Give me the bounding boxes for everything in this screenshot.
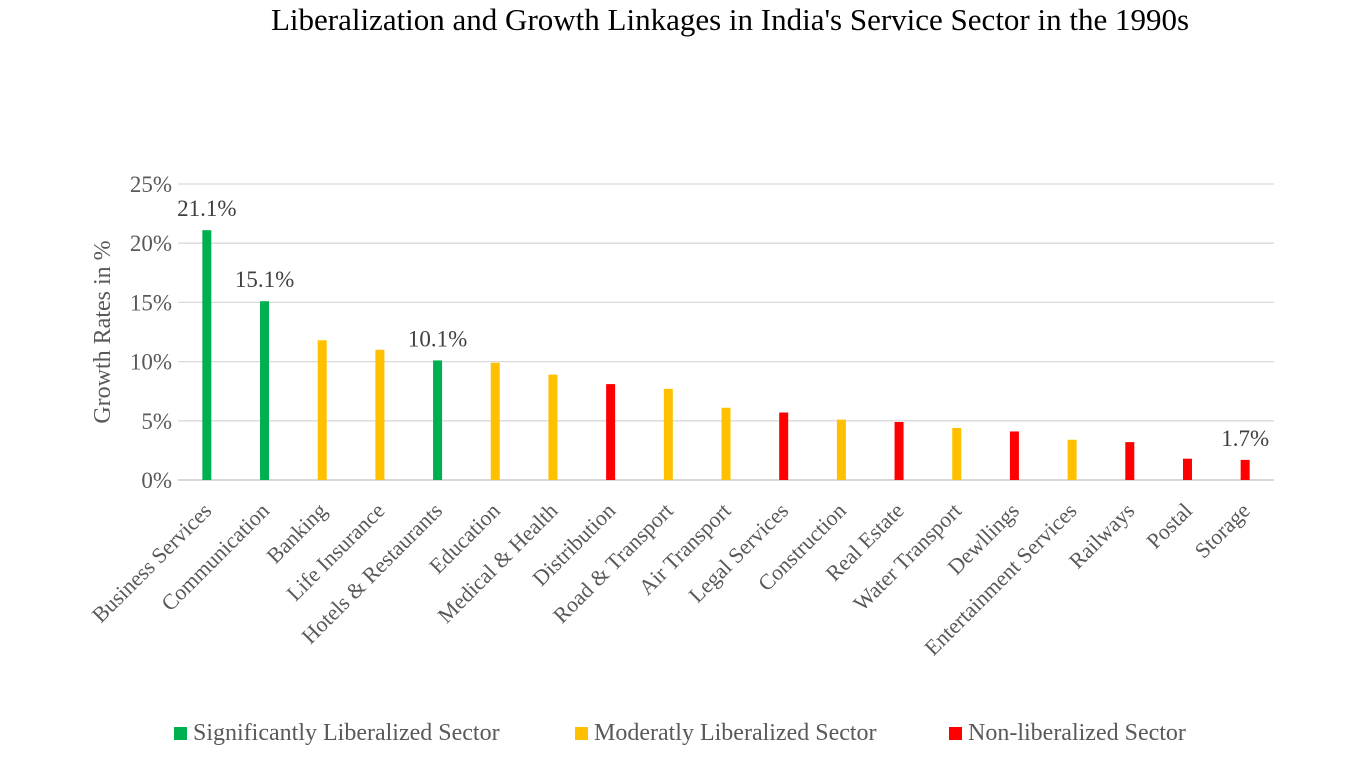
data-label: 21.1% xyxy=(177,196,236,221)
bar xyxy=(1067,439,1077,480)
bar xyxy=(894,421,904,480)
legend-item-significant: Significantly Liberalized Sector xyxy=(174,720,500,747)
data-label: 15.1% xyxy=(235,267,294,292)
data-label: 1.7% xyxy=(1221,426,1269,451)
data-labels: 21.1% 15.1% 10.1% 1.7% xyxy=(177,196,1269,451)
bar xyxy=(1240,459,1250,480)
bar xyxy=(1182,458,1192,480)
legend-item-nonliberalized: Non-liberalized Sector xyxy=(949,720,1186,747)
bars xyxy=(202,230,1250,480)
bar xyxy=(1125,442,1135,480)
bar xyxy=(779,412,789,480)
bar xyxy=(317,340,327,480)
y-tick-label: 0% xyxy=(141,468,172,493)
x-category-label: Storage xyxy=(1189,498,1254,563)
y-axis-label: Growth Rates in % xyxy=(90,240,116,423)
x-category-label: Legal Services xyxy=(684,498,794,608)
y-tick-label: 10% xyxy=(130,350,172,375)
y-axis-ticks: 0% 5% 10% 15% 20% 25% xyxy=(130,172,172,493)
legend-label-moderate: Moderatly Liberalized Sector xyxy=(594,720,877,746)
bar xyxy=(375,349,385,480)
bar xyxy=(490,362,500,480)
legend-swatch-moderate xyxy=(575,727,588,740)
bar xyxy=(952,427,962,480)
bar xyxy=(836,419,846,480)
bar xyxy=(260,301,270,480)
chart-plot: 0% 5% 10% 15% 20% 25% 21.1% 15.1% 10.1% 1.7% Bus… xyxy=(87,172,1274,660)
bar xyxy=(202,230,212,480)
y-tick-label: 5% xyxy=(141,409,172,434)
bar xyxy=(433,360,443,480)
x-axis-categories: Business ServicesCommunicationBankingLif… xyxy=(87,498,1255,660)
y-tick-label: 25% xyxy=(130,172,172,197)
legend-swatch-nonliberalized xyxy=(949,727,962,740)
bar xyxy=(721,407,731,480)
legend-item-moderate: Moderatly Liberalized Sector xyxy=(575,720,877,747)
legend-swatch-significant xyxy=(174,727,187,740)
bar xyxy=(548,374,558,480)
legend-label-nonliberalized: Non-liberalized Sector xyxy=(968,720,1186,746)
y-tick-label: 20% xyxy=(130,231,172,256)
legend-label-significant: Significantly Liberalized Sector xyxy=(193,720,500,746)
bar xyxy=(663,388,673,480)
bar xyxy=(606,384,616,480)
bar xyxy=(1009,431,1019,480)
chart-title: Liberalization and Growth Linkages in In… xyxy=(270,2,1190,37)
y-tick-label: 15% xyxy=(130,290,172,315)
data-label: 10.1% xyxy=(408,326,467,351)
